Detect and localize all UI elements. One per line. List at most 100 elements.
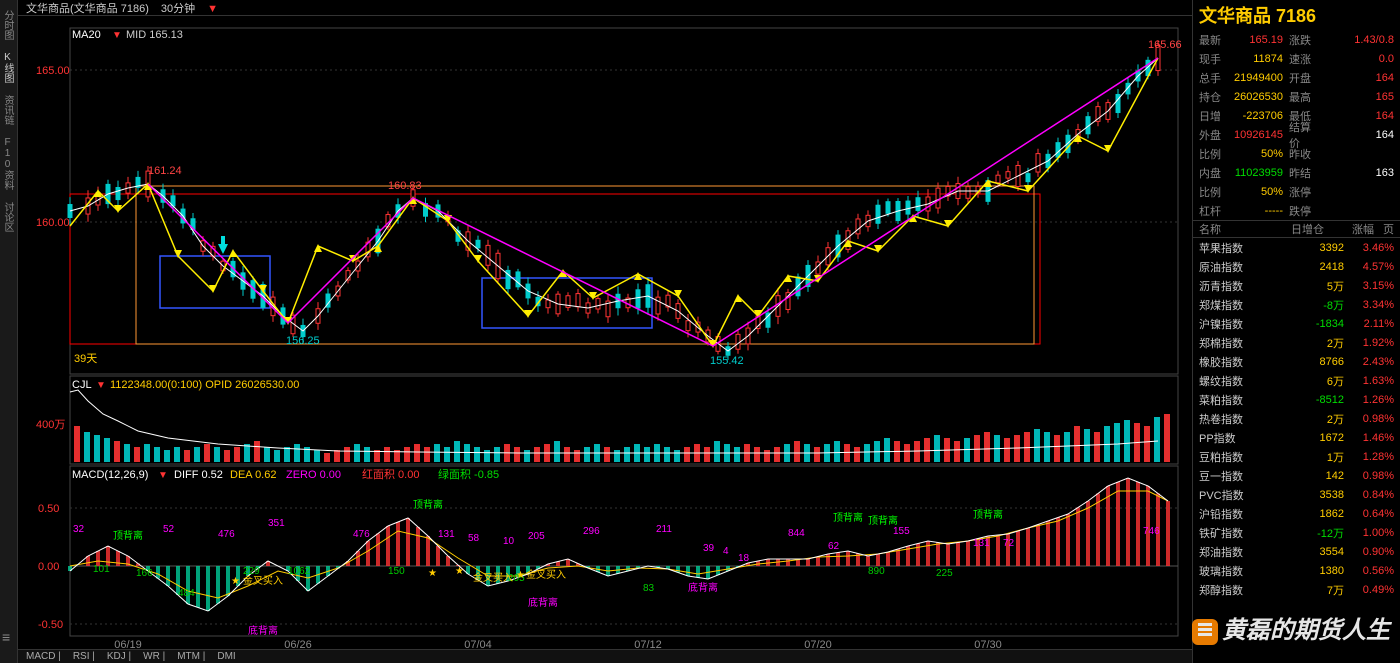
svg-text:1062: 1062 — [288, 566, 311, 577]
svg-text:39: 39 — [703, 543, 715, 554]
svg-text:18: 18 — [738, 553, 750, 564]
list-item[interactable]: 铁矿指数-12万1.00% — [1199, 523, 1394, 542]
list-item[interactable]: PP指数16721.46% — [1199, 428, 1394, 447]
svg-text:ZERO 0.00: ZERO 0.00 — [286, 469, 341, 481]
svg-text:MA20: MA20 — [72, 29, 101, 41]
bottom-indicator-tabs: MACD | RSI | KDJ | WR | MTM | DMI — [18, 649, 1192, 663]
indicator-tab[interactable]: RSI | — [69, 651, 99, 662]
svg-text:10: 10 — [503, 536, 515, 547]
list-item[interactable]: 沪镍指数-18342.11% — [1199, 314, 1394, 333]
left-tab[interactable]: F10资料 — [0, 131, 17, 196]
svg-text:165.00: 165.00 — [36, 65, 70, 77]
top-bar: 文华商品(文华商品 7186) 30分钟▼ — [18, 0, 1192, 16]
list-item[interactable]: 玻璃指数13800.56% — [1199, 561, 1394, 580]
svg-text:62: 62 — [828, 541, 840, 552]
svg-text:0.00: 0.00 — [38, 561, 59, 573]
indicator-tab[interactable]: KDJ | — [103, 651, 135, 662]
list-item[interactable]: 橡胶指数87662.43% — [1199, 352, 1394, 371]
svg-text:32: 32 — [73, 524, 85, 535]
indicator-tab[interactable]: MACD | — [22, 651, 65, 662]
svg-text:58: 58 — [468, 533, 480, 544]
svg-text:211: 211 — [656, 524, 672, 535]
list-item[interactable]: 沪铅指数18620.64% — [1199, 504, 1394, 523]
svg-text:160.00: 160.00 — [36, 217, 70, 229]
list-item[interactable]: 螺纹指数6万1.63% — [1199, 371, 1394, 390]
left-tab[interactable]: 讨论区 — [0, 196, 17, 238]
index-list[interactable]: 苹果指数33923.46%原油指数24184.57%沥青指数5万3.15%郑煤指… — [1193, 238, 1400, 663]
list-item[interactable]: 郑醇指数7万0.49% — [1199, 580, 1394, 599]
svg-text:52: 52 — [163, 524, 175, 535]
svg-text:▼: ▼ — [158, 470, 168, 481]
svg-text:金叉买入: 金叉买入 — [473, 571, 513, 584]
svg-text:07/04: 07/04 — [464, 639, 492, 649]
svg-text:06/26: 06/26 — [284, 639, 312, 649]
svg-text:07/30: 07/30 — [974, 639, 1002, 649]
indicator-tab[interactable]: MTM | — [173, 651, 209, 662]
svg-text:155.42: 155.42 — [710, 355, 744, 367]
svg-text:底背离: 底背离 — [248, 624, 278, 637]
chart-zone[interactable]: MA20 ▼ MID 165.13 160.00 165.00 — [18, 16, 1192, 649]
svg-text:金叉买入: 金叉买入 — [243, 574, 283, 587]
svg-text:83: 83 — [643, 583, 655, 594]
svg-text:★: ★ — [231, 576, 240, 587]
list-item[interactable]: PVC指数35380.84% — [1199, 485, 1394, 504]
list-item[interactable]: 菜粕指数-85121.26% — [1199, 390, 1394, 409]
svg-text:351: 351 — [268, 518, 285, 529]
list-item[interactable]: 郑煤指数-8万3.34% — [1199, 295, 1394, 314]
svg-text:131: 131 — [973, 538, 990, 549]
svg-text:205: 205 — [528, 531, 545, 542]
svg-text:顶背离: 顶背离 — [833, 511, 863, 524]
svg-text:-0.50: -0.50 — [38, 619, 63, 631]
svg-text:顶背离: 顶背离 — [973, 508, 1003, 521]
svg-text:101: 101 — [93, 564, 110, 575]
svg-text:★: ★ — [428, 568, 437, 579]
left-tab[interactable]: 资讯链 — [0, 89, 17, 131]
svg-text:0.50: 0.50 — [38, 503, 59, 515]
svg-text:484: 484 — [178, 588, 195, 599]
indicator-tab[interactable]: WR | — [139, 651, 169, 662]
list-item[interactable]: 郑油指数35540.90% — [1199, 542, 1394, 561]
indicator-tab[interactable]: DMI — [213, 651, 239, 662]
left-tab[interactable]: K线图 — [0, 46, 17, 89]
left-nav: 分时图K线图资讯链F10资料讨论区 — [0, 0, 18, 663]
svg-text:131: 131 — [438, 529, 455, 540]
list-item[interactable]: 豆一指数1420.98% — [1199, 466, 1394, 485]
svg-text:165.66: 165.66 — [1148, 39, 1182, 51]
left-tab[interactable]: 分时图 — [0, 4, 17, 46]
menu-icon[interactable]: ≡ — [2, 629, 10, 645]
panel-title: 文华商品 7186 — [1193, 0, 1400, 30]
svg-text:底背离: 底背离 — [688, 581, 718, 594]
svg-text:红面积 0.00: 红面积 0.00 — [362, 468, 419, 481]
svg-text:476: 476 — [353, 529, 370, 540]
svg-text:06/19: 06/19 — [114, 639, 142, 649]
svg-text:底背离: 底背离 — [528, 596, 558, 609]
svg-text:155: 155 — [893, 526, 910, 537]
list-item[interactable]: 苹果指数33923.46% — [1199, 238, 1394, 257]
symbol-name[interactable]: 文华商品(文华商品 7186) — [26, 0, 149, 16]
svg-text:▼: ▼ — [112, 30, 122, 41]
list-item[interactable]: 郑棉指数2万1.92% — [1199, 333, 1394, 352]
svg-text:4: 4 — [723, 546, 729, 557]
list-header: 名称 日增仓 涨幅 页 — [1193, 220, 1400, 238]
list-item[interactable]: 豆粕指数1万1.28% — [1199, 447, 1394, 466]
list-item[interactable]: 热卷指数2万0.98% — [1199, 409, 1394, 428]
svg-text:400万: 400万 — [36, 419, 65, 431]
svg-text:★: ★ — [516, 570, 525, 581]
svg-text:890: 890 — [868, 566, 885, 577]
svg-text:1122348.00(0:100) OPID 26026: 1122348.00(0:100) OPID 26026530.00 — [110, 379, 299, 391]
svg-text:156.25: 156.25 — [286, 335, 320, 347]
period-select[interactable]: 30分钟▼ — [161, 0, 230, 16]
svg-text:CJL: CJL — [72, 379, 92, 391]
svg-text:844: 844 — [788, 528, 805, 539]
list-item[interactable]: 原油指数24184.57% — [1199, 257, 1394, 276]
svg-text:MACD(12,26,9): MACD(12,26,9) — [72, 469, 148, 481]
svg-text:顶背离: 顶背离 — [113, 529, 143, 542]
right-panel: 文华商品 7186 最新165.19涨跌1.43/0.8现手11874速涨0.0… — [1192, 0, 1400, 663]
svg-text:161.24: 161.24 — [148, 165, 182, 177]
svg-text:DEA 0.62: DEA 0.62 — [230, 469, 276, 481]
svg-text:476: 476 — [218, 529, 235, 540]
svg-text:39天: 39天 — [74, 353, 97, 365]
svg-text:296: 296 — [583, 526, 600, 537]
svg-text:MID 165.13: MID 165.13 — [126, 29, 183, 41]
list-item[interactable]: 沥青指数5万3.15% — [1199, 276, 1394, 295]
